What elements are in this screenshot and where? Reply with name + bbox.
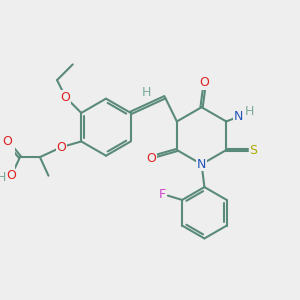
Text: O: O xyxy=(200,76,209,89)
Text: O: O xyxy=(56,141,66,154)
Text: N: N xyxy=(234,110,243,123)
Text: O: O xyxy=(2,135,12,148)
Text: H: H xyxy=(245,105,254,118)
Text: H: H xyxy=(0,172,6,184)
Text: O: O xyxy=(61,91,70,104)
Text: F: F xyxy=(159,188,166,201)
Text: H: H xyxy=(142,86,151,99)
Text: O: O xyxy=(7,169,16,182)
Text: O: O xyxy=(146,152,156,165)
Text: S: S xyxy=(249,143,257,157)
Text: N: N xyxy=(197,158,206,171)
